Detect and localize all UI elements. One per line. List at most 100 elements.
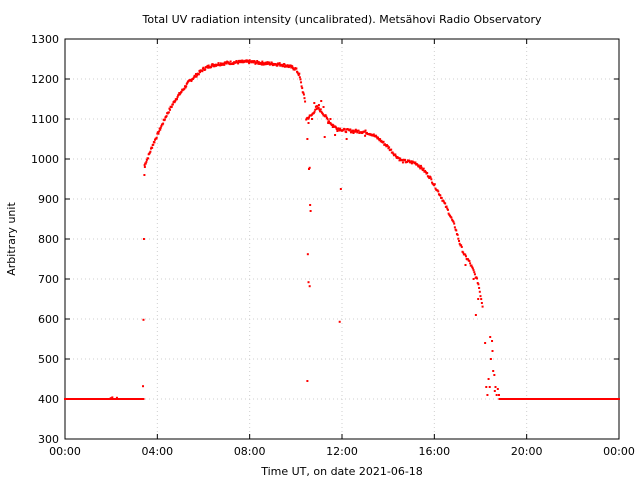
data-point: [453, 226, 456, 229]
data-point: [338, 320, 341, 323]
data-point: [604, 398, 607, 400]
data-point: [306, 380, 309, 382]
data-point: [307, 116, 310, 119]
data-point: [532, 398, 535, 400]
data-point: [201, 70, 204, 73]
data-point: [525, 398, 528, 400]
data-point: [220, 64, 223, 66]
data-point: [554, 398, 557, 400]
data-point: [206, 64, 209, 67]
data-point: [88, 398, 91, 400]
data-point: [605, 398, 608, 400]
data-point: [286, 65, 289, 68]
data-point: [386, 144, 389, 147]
data-point: [142, 385, 145, 388]
data-point: [477, 283, 480, 286]
data-point: [143, 164, 146, 167]
data-point: [212, 64, 215, 67]
data-point: [504, 398, 507, 400]
data-point: [515, 398, 518, 400]
data-point: [615, 398, 618, 400]
data-point: [613, 398, 616, 400]
data-point: [225, 61, 228, 64]
data-point: [73, 398, 76, 400]
data-point: [210, 66, 212, 69]
data-point: [232, 63, 235, 66]
data-point: [608, 398, 611, 400]
data-point: [467, 258, 470, 261]
data-point: [404, 158, 407, 161]
y-tick-label: 500: [38, 353, 59, 366]
data-point: [447, 212, 450, 215]
data-point: [238, 61, 241, 64]
data-point: [315, 108, 318, 110]
data-point: [349, 128, 352, 131]
data-point: [180, 90, 183, 93]
data-point: [207, 64, 210, 67]
data-point: [351, 129, 354, 132]
data-point: [326, 118, 329, 121]
data-point: [128, 398, 131, 400]
data-point: [291, 65, 294, 68]
data-point: [324, 114, 327, 117]
data-point: [329, 118, 332, 120]
data-point: [265, 61, 268, 64]
data-point: [614, 398, 617, 400]
data-point: [472, 278, 475, 280]
data-point: [510, 398, 513, 400]
data-point: [317, 104, 320, 106]
data-point: [319, 108, 322, 111]
x-tick-label: 00:00: [49, 445, 81, 458]
data-point: [364, 129, 367, 132]
data-point: [196, 73, 199, 76]
data-point: [422, 169, 425, 172]
data-point: [561, 398, 564, 400]
data-point: [297, 74, 300, 77]
data-point: [225, 62, 228, 65]
data-point: [320, 110, 323, 113]
data-point: [287, 66, 290, 69]
data-point: [275, 63, 278, 66]
data-point: [538, 398, 541, 400]
data-point: [94, 398, 97, 400]
data-point: [316, 105, 319, 108]
data-point: [156, 131, 159, 134]
data-point: [428, 177, 431, 180]
data-point: [460, 244, 463, 247]
data-point: [262, 63, 265, 66]
data-point: [155, 136, 158, 139]
data-point: [478, 286, 481, 289]
data-point: [512, 398, 515, 400]
data-point: [336, 128, 339, 131]
data-point: [578, 398, 581, 400]
data-point: [302, 93, 305, 96]
data-point: [210, 64, 213, 67]
data-point: [156, 132, 159, 135]
data-point: [514, 398, 517, 400]
data-point: [306, 138, 309, 140]
data-point: [575, 398, 578, 400]
data-point: [500, 398, 503, 400]
data-point: [579, 398, 582, 400]
data-point: [363, 130, 366, 133]
data-point: [147, 157, 150, 160]
y-tick-label: 1100: [31, 113, 59, 126]
data-point: [319, 110, 322, 113]
data-point: [471, 266, 474, 269]
data-point: [607, 398, 610, 400]
data-point: [498, 398, 501, 400]
data-point: [436, 189, 439, 192]
data-point: [618, 398, 620, 400]
data-point: [476, 282, 479, 285]
data-point: [495, 394, 498, 396]
data-point: [506, 398, 509, 400]
data-point: [195, 75, 198, 78]
data-point: [429, 176, 432, 179]
data-point: [509, 398, 512, 400]
data-point: [616, 398, 619, 400]
data-point: [256, 61, 259, 64]
data-point: [542, 398, 545, 400]
data-point: [433, 184, 436, 187]
data-point: [159, 126, 162, 129]
data-point: [177, 93, 180, 96]
